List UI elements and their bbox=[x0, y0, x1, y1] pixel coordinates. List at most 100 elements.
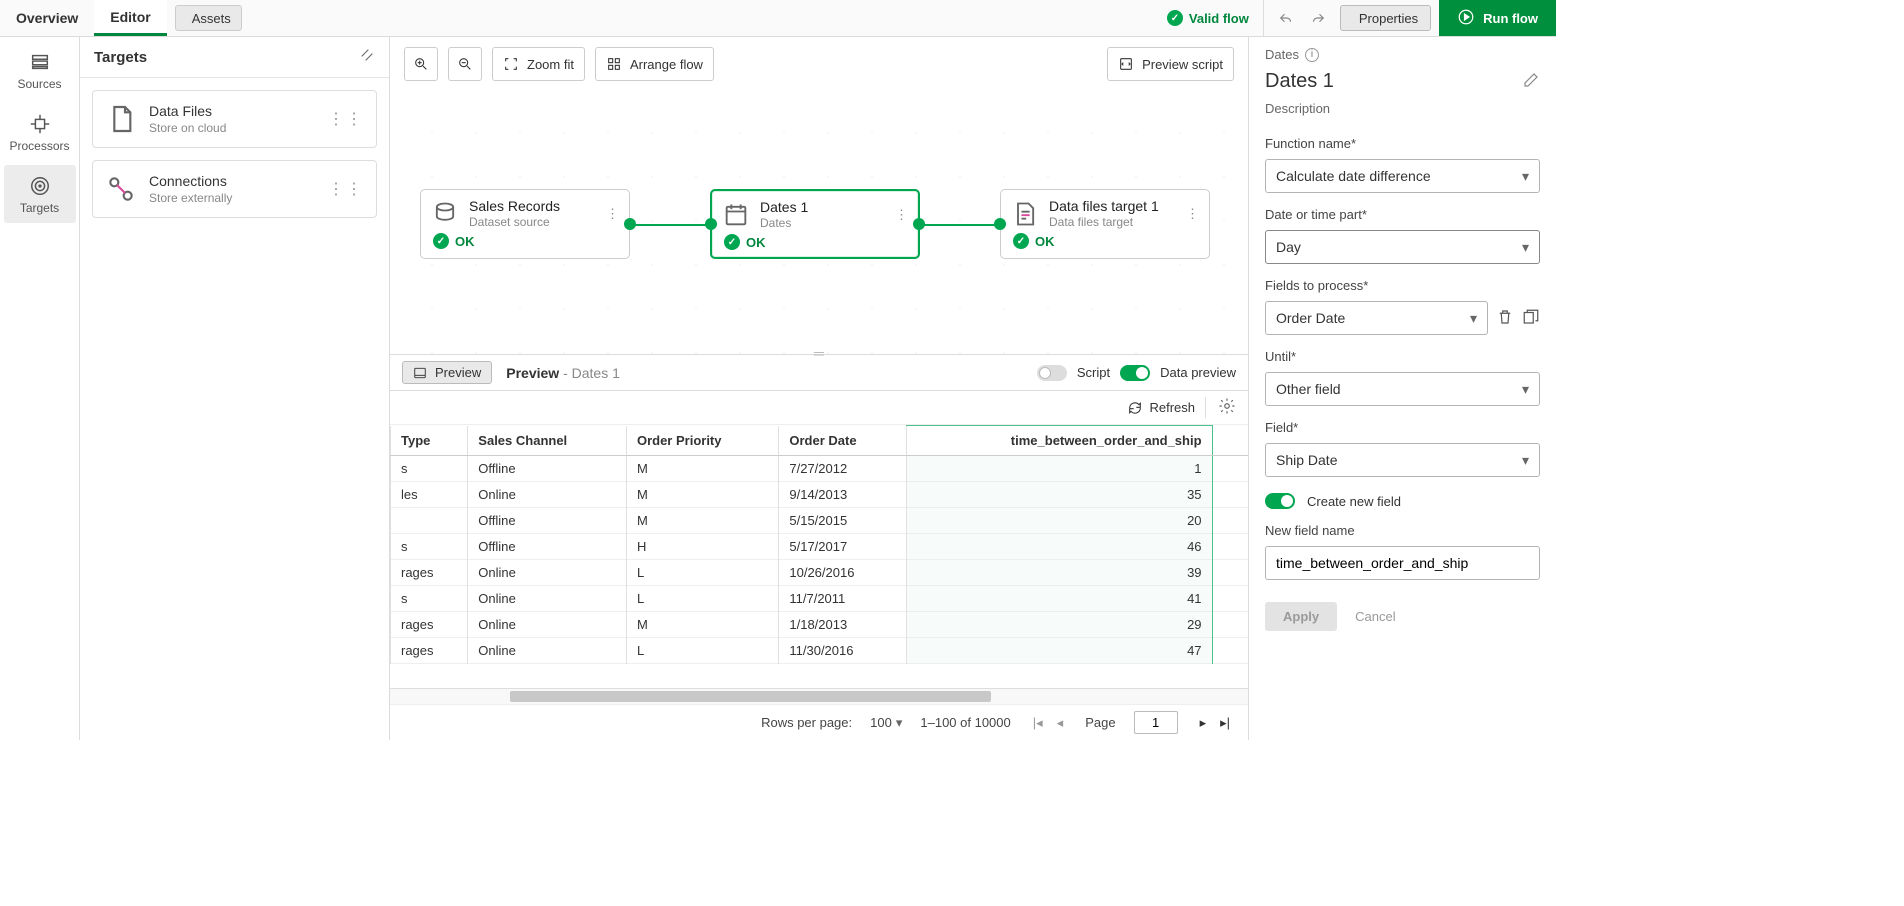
preview-table: TypeSales ChannelOrder PriorityOrder Dat… bbox=[390, 425, 1248, 664]
table-cell: M bbox=[626, 508, 778, 534]
fields-select[interactable]: Order Date▾ bbox=[1265, 301, 1488, 335]
select-all-fields-button[interactable] bbox=[1522, 308, 1540, 329]
page-input[interactable] bbox=[1134, 711, 1178, 734]
table-row[interactable]: sOfflineH5/17/2017468808115367/2/2017562 bbox=[391, 534, 1249, 560]
node-menu-button[interactable]: ⋮ bbox=[1186, 206, 1199, 222]
flow-canvas[interactable]: Sales Records Dataset source ⋮ ✓OK Dates… bbox=[390, 91, 1248, 354]
table-cell: L bbox=[626, 638, 778, 664]
canvas-toolbar: Zoom fit Arrange flow Preview script bbox=[390, 37, 1248, 91]
target-card-data-files[interactable]: Data Files Store on cloud ⋮⋮ bbox=[92, 90, 377, 148]
page-last-button[interactable]: ▸| bbox=[1216, 715, 1234, 731]
arrange-flow-button[interactable]: Arrange flow bbox=[595, 47, 714, 81]
drag-handle-icon[interactable]: ⋮⋮ bbox=[328, 179, 364, 199]
properties-panel: Dates i Dates 1 Description Function nam… bbox=[1248, 37, 1556, 740]
function-select[interactable]: Calculate date difference▾ bbox=[1265, 159, 1540, 193]
refresh-label: Refresh bbox=[1149, 400, 1195, 415]
file-target-icon bbox=[1011, 200, 1039, 228]
delete-field-button[interactable] bbox=[1496, 308, 1514, 329]
redo-button[interactable] bbox=[1302, 2, 1334, 34]
table-cell: 5/15/2015 bbox=[779, 508, 906, 534]
edit-title-button[interactable] bbox=[1522, 71, 1540, 92]
properties-button[interactable]: Properties bbox=[1340, 5, 1431, 31]
preview-script-button[interactable]: Preview script bbox=[1107, 47, 1234, 81]
node-menu-button[interactable]: ⋮ bbox=[606, 206, 619, 222]
horizontal-scrollbar[interactable] bbox=[390, 688, 1248, 704]
rail-item-processors[interactable]: Processors bbox=[4, 103, 76, 161]
table-cell: rages bbox=[391, 612, 468, 638]
table-row[interactable]: lesOnlineM9/14/20133566759351410/19/2013… bbox=[391, 482, 1249, 508]
chevron-down-icon[interactable]: ▾ bbox=[896, 715, 903, 731]
node-port-out[interactable] bbox=[913, 218, 925, 230]
target-card-sub: Store on cloud bbox=[149, 121, 226, 135]
node-title: Sales Records bbox=[469, 198, 560, 215]
apply-button[interactable]: Apply bbox=[1265, 602, 1337, 631]
assets-button[interactable]: Assets bbox=[175, 5, 242, 31]
field-label: Field* bbox=[1265, 420, 1540, 435]
page-first-button[interactable]: |◂ bbox=[1029, 715, 1047, 731]
preview-settings-button[interactable] bbox=[1205, 397, 1236, 418]
page-next-button[interactable]: ▸ bbox=[1196, 715, 1211, 731]
preview-table-container[interactable]: TypeSales ChannelOrder PriorityOrder Dat… bbox=[390, 425, 1248, 688]
table-row[interactable]: OfflineM5/15/2015209400995856/4/2015360 bbox=[391, 508, 1249, 534]
function-label: Function name* bbox=[1265, 136, 1540, 151]
rail-item-sources[interactable]: Sources bbox=[4, 41, 76, 99]
node-port-in[interactable] bbox=[994, 218, 1006, 230]
new-field-name-input[interactable] bbox=[1265, 546, 1540, 580]
rail-label-processors: Processors bbox=[9, 139, 69, 153]
data-preview-toggle[interactable] bbox=[1120, 365, 1150, 381]
table-cell bbox=[391, 508, 468, 534]
refresh-button[interactable]: Refresh bbox=[1127, 400, 1195, 416]
table-row[interactable]: sOnlineL11/7/20114183019288712/18/201113… bbox=[391, 586, 1249, 612]
rail-item-targets[interactable]: Targets bbox=[4, 165, 76, 223]
info-icon[interactable]: i bbox=[1305, 48, 1319, 62]
zoom-fit-button[interactable]: Zoom fit bbox=[492, 47, 585, 81]
flow-node-data-files-target[interactable]: Data files target 1 Data files target ⋮ … bbox=[1000, 189, 1210, 259]
table-row[interactable]: sOfflineM7/27/201214433689957/28/2012159… bbox=[391, 456, 1249, 482]
until-select[interactable]: Other field▾ bbox=[1265, 372, 1540, 406]
pagination-bar: Rows per page: 100 ▾ 1–100 of 10000 |◂ ◂… bbox=[390, 704, 1248, 740]
table-header[interactable]: time_between_order_and_ship bbox=[906, 426, 1212, 456]
script-toggle[interactable] bbox=[1037, 365, 1067, 381]
table-cell: 5/17/2017 bbox=[779, 534, 906, 560]
table-header[interactable]: Type bbox=[391, 426, 468, 456]
table-header[interactable]: Order Date bbox=[779, 426, 906, 456]
table-cell: 830192887 bbox=[1212, 586, 1248, 612]
tab-overview[interactable]: Overview bbox=[0, 0, 94, 36]
table-header[interactable]: Order Priority bbox=[626, 426, 778, 456]
table-header[interactable]: Order ID bbox=[1212, 426, 1248, 456]
create-new-field-toggle[interactable] bbox=[1265, 493, 1295, 509]
rail-label-sources: Sources bbox=[17, 77, 61, 91]
table-row[interactable]: ragesOnlineM1/18/2013294257934452/16/201… bbox=[391, 612, 1249, 638]
table-cell: L bbox=[626, 560, 778, 586]
table-cell: 35 bbox=[906, 482, 1212, 508]
zoom-in-button[interactable] bbox=[404, 47, 438, 81]
file-icon bbox=[105, 103, 137, 135]
collapse-panel-button[interactable] bbox=[359, 47, 375, 67]
rows-per-page-value[interactable]: 100 bbox=[870, 715, 892, 730]
tab-editor[interactable]: Editor bbox=[94, 0, 166, 36]
node-port-out[interactable] bbox=[624, 218, 636, 230]
node-port-in[interactable] bbox=[705, 218, 717, 230]
table-cell: 9/14/2013 bbox=[779, 482, 906, 508]
table-row[interactable]: ragesOnlineL10/26/20163917459019412/4/20… bbox=[391, 560, 1249, 586]
date-part-select[interactable]: Day▾ bbox=[1265, 230, 1540, 264]
resize-handle[interactable]: ═ bbox=[799, 351, 839, 357]
table-header[interactable]: Sales Channel bbox=[468, 426, 627, 456]
flow-node-dates-1[interactable]: Dates 1 Dates ⋮ ✓OK bbox=[710, 189, 920, 259]
preview-toggle-button[interactable]: Preview bbox=[402, 361, 492, 384]
run-flow-button[interactable]: Run flow bbox=[1439, 0, 1556, 36]
target-card-connections[interactable]: Connections Store externally ⋮⋮ bbox=[92, 160, 377, 218]
script-toggle-label: Script bbox=[1077, 365, 1110, 380]
table-row[interactable]: ragesOnlineL11/30/2016476598781941/16/20… bbox=[391, 638, 1249, 664]
node-menu-button[interactable]: ⋮ bbox=[895, 207, 908, 223]
cancel-button[interactable]: Cancel bbox=[1355, 609, 1395, 624]
flow-node-sales-records[interactable]: Sales Records Dataset source ⋮ ✓OK bbox=[420, 189, 630, 259]
drag-handle-icon[interactable]: ⋮⋮ bbox=[328, 109, 364, 129]
chevron-down-icon: ▾ bbox=[1522, 239, 1529, 256]
undo-button[interactable] bbox=[1270, 2, 1302, 34]
page-prev-button[interactable]: ◂ bbox=[1053, 715, 1068, 731]
rail-label-targets: Targets bbox=[20, 201, 59, 215]
table-cell: rages bbox=[391, 560, 468, 586]
zoom-out-button[interactable] bbox=[448, 47, 482, 81]
field-select[interactable]: Ship Date▾ bbox=[1265, 443, 1540, 477]
